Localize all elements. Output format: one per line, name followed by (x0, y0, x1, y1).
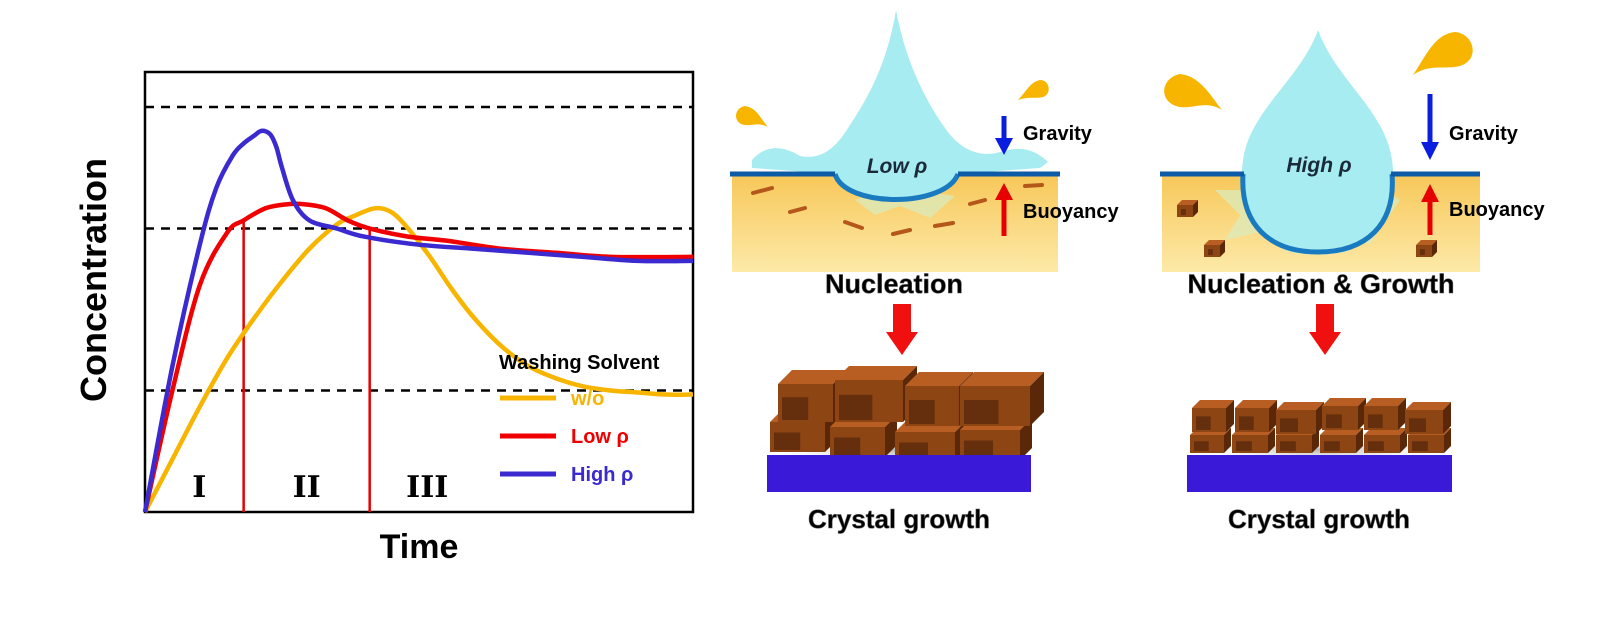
down-arrow-icon (1309, 304, 1341, 355)
splash-droplet-icon (1018, 80, 1049, 100)
stage-label-high: Nucleation & Growth (1187, 269, 1454, 299)
buoyancy-label-high: Buoyancy (1449, 199, 1545, 221)
high-density-diagram: High ρ Gravity Buoyancy Nucleation & Gro… (1160, 30, 1545, 534)
drop-label-low: Low ρ (867, 155, 928, 178)
legend-title: Washing Solvent (499, 352, 660, 374)
result-label-low: Crystal growth (808, 504, 990, 534)
series-layer (142, 128, 694, 514)
drop-body (1241, 30, 1394, 255)
phase-label-2: III (406, 470, 448, 505)
crystal-block-icon (1276, 402, 1324, 434)
crystal-block-icon (1320, 428, 1363, 453)
nuclei-cubes (1177, 200, 1437, 257)
phase-labels: I II III (192, 470, 448, 505)
drop-outline (1240, 173, 1395, 255)
phase-label-1: II (293, 470, 321, 505)
legend: Washing Solvent w/o Low ρ High ρ (499, 352, 660, 486)
gravity-label-low: Gravity (1023, 123, 1093, 145)
phase-boundaries (242, 220, 371, 512)
reference-lines (145, 105, 693, 392)
stage-label-low: Nucleation (825, 269, 963, 299)
small-crystals (1190, 398, 1451, 453)
drop-label-high: High ρ (1286, 154, 1351, 177)
y-axis-label: Concentration (73, 158, 114, 402)
crystal-block-icon (960, 372, 1044, 426)
concentration-chart: I II III Concentration Time Washing Solven… (73, 70, 695, 566)
buoyancy-arrow-icon (1421, 184, 1439, 235)
drop-splash (752, 10, 1048, 198)
down-arrow-icon (886, 304, 918, 355)
crystal-block-icon (1364, 398, 1406, 430)
splash-droplet-icon (1164, 74, 1222, 110)
splash-droplet-icon (736, 106, 768, 127)
result-label-high: Crystal growth (1228, 504, 1410, 534)
substrate (1187, 455, 1452, 492)
gravity-arrow-icon (995, 116, 1013, 155)
crystal-block-icon (1235, 400, 1277, 432)
nucleus-cube-icon (1204, 240, 1225, 257)
crystal-block-icon (1192, 400, 1234, 432)
substrate (767, 455, 1031, 492)
phase-label-0: I (192, 470, 206, 505)
nucleus-cube-icon (1177, 200, 1198, 217)
legend-label-2: High ρ (571, 464, 633, 486)
series-line-0 (143, 205, 694, 514)
low-density-diagram: Low ρ Gravity Buoyancy Nucleation Crysta… (730, 10, 1119, 534)
gravity-arrow-icon (1421, 94, 1439, 160)
gravity-label-high: Gravity (1449, 123, 1519, 145)
plot-frame (143, 70, 695, 514)
series-line-2 (142, 128, 694, 513)
crystal-block-icon (1322, 398, 1366, 430)
crystal-block-icon (835, 366, 917, 422)
drop-bowl (832, 172, 961, 202)
crystal-block-icon (1364, 428, 1407, 453)
splash-droplet-icon (1413, 32, 1473, 75)
nucleus-cube-icon (1416, 240, 1437, 257)
nuclei-dashes (751, 183, 1044, 236)
legend-label-0: w/o (570, 388, 604, 410)
x-axis-label: Time (380, 528, 459, 566)
buoyancy-label-low: Buoyancy (1023, 201, 1119, 223)
legend-label-1: Low ρ (571, 426, 629, 448)
buoyancy-arrow-icon (995, 183, 1013, 236)
crystal-block-icon (1405, 402, 1451, 434)
large-crystals (770, 366, 1044, 462)
